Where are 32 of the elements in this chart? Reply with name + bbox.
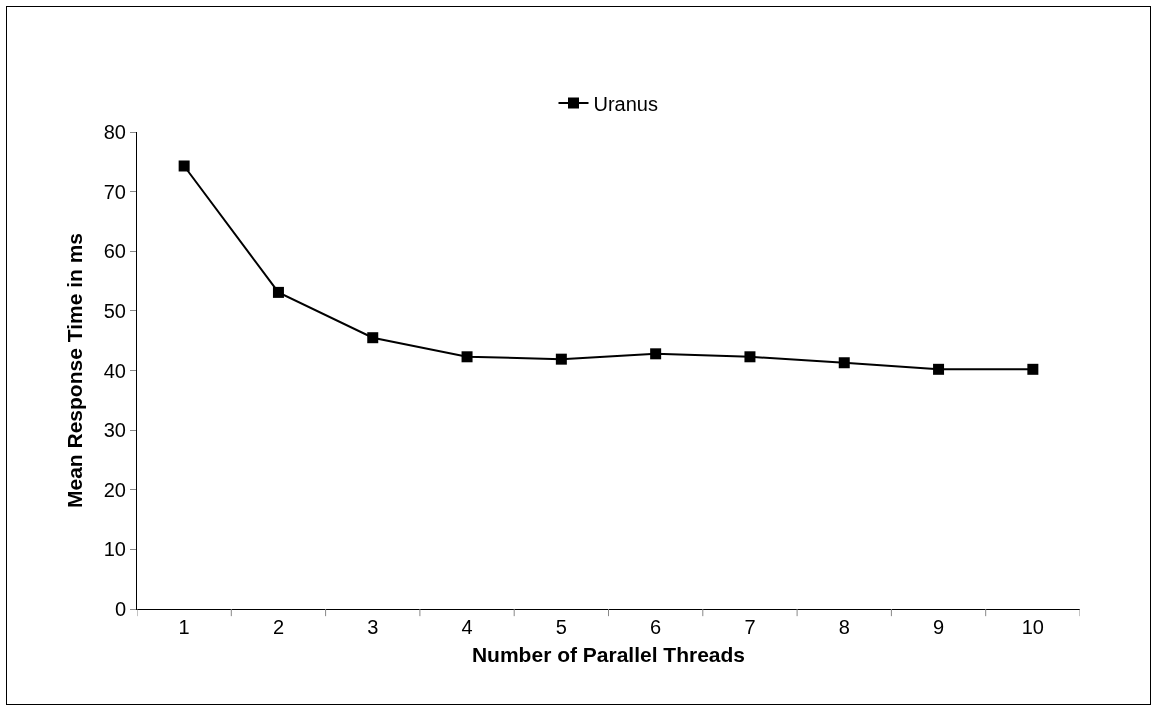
x-tick-label: 8	[838, 616, 850, 638]
y-tick-label: 10	[103, 538, 126, 561]
x-axis-title: Number of Parallel Threads	[471, 643, 746, 667]
x-tick-label: 6	[650, 616, 662, 638]
point	[838, 357, 850, 369]
x-tick-label: 1	[178, 616, 190, 638]
y-tick-label: 50	[103, 299, 126, 322]
x-tick-label: 3	[367, 616, 379, 638]
y-tick-label: 70	[103, 180, 126, 203]
x-tick-label: 4	[461, 616, 473, 638]
point	[744, 351, 756, 363]
point	[461, 351, 473, 363]
y-tick-label: 0	[114, 598, 126, 620]
y-tick-label: 30	[103, 419, 126, 442]
x-tick-label: 10	[1021, 616, 1044, 638]
y-tick-label: 80	[103, 121, 126, 143]
point	[555, 353, 567, 365]
y-tick-label: 20	[103, 478, 126, 501]
x-tick-label: 2	[272, 616, 285, 638]
x-tick-label: 7	[744, 616, 756, 638]
point	[178, 160, 190, 172]
point	[933, 363, 945, 375]
x-tick-label: 5	[555, 616, 567, 638]
point	[650, 348, 662, 360]
y-tick-label: 60	[103, 240, 126, 263]
point	[1027, 363, 1039, 375]
y-axis-title: Mean Response Time in ms	[62, 232, 86, 509]
point	[272, 286, 284, 298]
point	[367, 332, 379, 344]
legend-label: Uranus	[593, 92, 658, 115]
x-tick-label: 9	[932, 616, 945, 638]
y-tick-label: 40	[103, 359, 126, 382]
